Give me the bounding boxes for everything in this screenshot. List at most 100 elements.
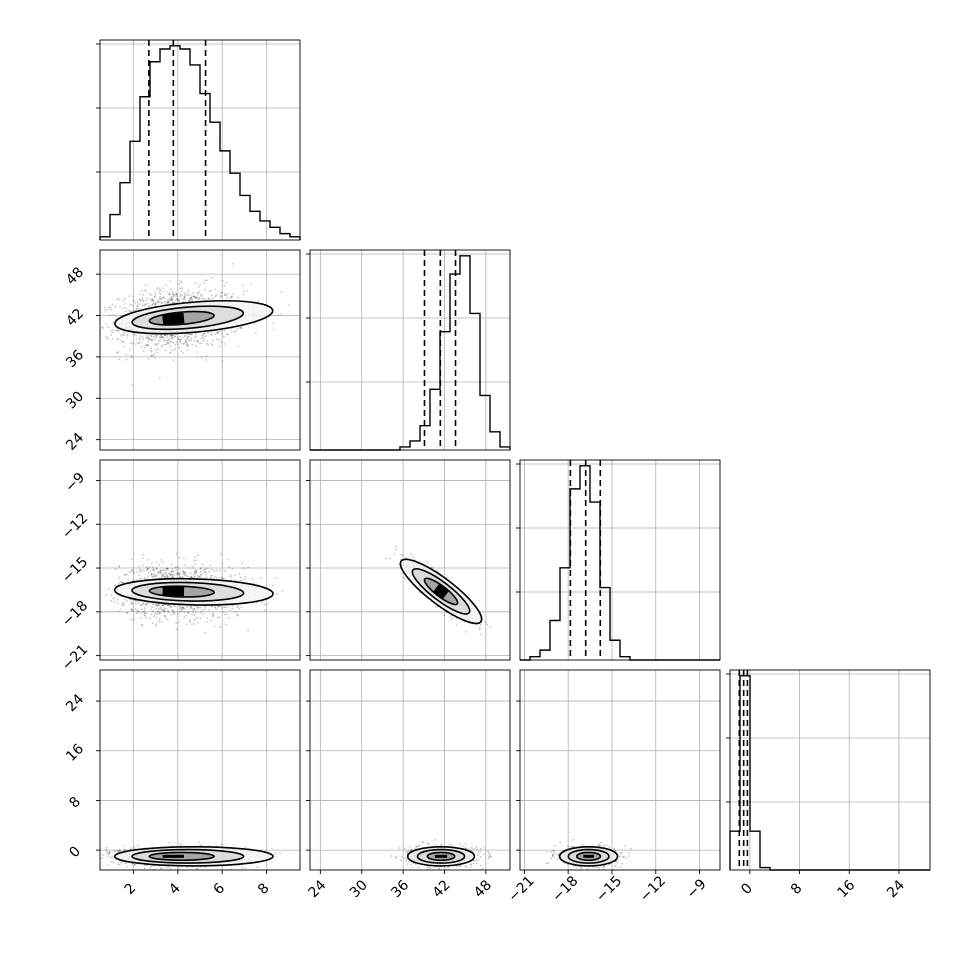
sample-dot [140,624,143,626]
sample-dot [172,609,175,612]
sample-dot [190,333,193,336]
sample-dot [161,569,164,572]
sample-dot [169,280,172,283]
sample-dot [190,297,193,300]
sample-dot [182,606,185,609]
sample-dot [198,606,200,609]
sample-dot [200,844,203,847]
sample-dot [224,578,227,581]
sample-dot [169,574,172,577]
sample-dot [207,298,210,300]
sample-dot [160,345,163,348]
sample-dot [478,626,481,629]
sample-dot [138,568,141,571]
sample-dot [131,602,133,605]
sample-dot [140,289,143,292]
sample-dot [223,611,225,613]
sample-dot [171,297,174,300]
sample-dot [180,341,182,344]
sample-dot [168,334,171,337]
sample-dot [166,339,168,342]
sample-dot [142,299,144,302]
sample-dot [203,332,206,335]
sample-dot [166,341,168,344]
sample-dot [161,297,164,299]
sample-dot [132,609,134,612]
sample-dot [117,863,120,865]
sample-dot [236,606,239,609]
sample-dot [160,559,163,561]
sample-dot [243,290,245,293]
sample-dot [120,860,123,863]
sample-dot [131,569,134,572]
sample-dot [107,587,110,590]
sample-dot [154,337,157,340]
sample-dot [171,570,174,573]
sample-dot [177,621,180,624]
sample-dot [229,609,232,612]
sample-dot [106,336,109,338]
sample-dot [186,337,189,340]
sample-dot [142,294,145,296]
sample-dot [452,616,454,619]
sample-dot [182,571,185,573]
sample-dot [157,604,159,607]
sample-dot [151,303,154,306]
sample-dot [237,345,240,348]
sample-dot [113,314,115,316]
sample-dot [214,606,217,609]
sample-dot [147,571,150,574]
sample-dot [150,574,153,577]
sample-dot [226,297,228,299]
sample-dot [186,342,189,345]
sample-dot [123,333,126,336]
sample-dot [208,297,211,300]
sample-dot [159,569,162,572]
sample-dot [129,303,132,306]
sample-dot [145,336,148,339]
sample-dot [116,351,119,353]
sample-dot [455,624,458,627]
sample-dot [157,342,160,345]
sample-dot [209,564,212,567]
sample-dot [196,292,199,294]
sample-dot [199,617,202,620]
sample-dot [173,604,176,607]
sample-dot [177,299,179,302]
sample-dot [203,298,206,300]
sample-dot [87,582,89,584]
sample-dot [162,604,164,607]
sample-dot [167,300,169,303]
sample-dot [138,338,141,341]
sample-dot [194,609,197,612]
sample-dot [159,335,161,337]
sample-dot [125,611,128,614]
sample-dot [199,568,202,570]
sample-dot [170,606,173,609]
sample-dot [260,601,263,604]
sample-dot [142,553,145,556]
sample-dot [250,283,252,286]
sample-dot [178,573,181,576]
sample-dot [122,333,124,336]
sample-dot [205,355,208,358]
sample-dot [131,304,134,307]
sample-dot [170,299,173,302]
sample-dot [125,865,128,868]
sample-dot [198,297,201,300]
sample-dot [152,575,154,578]
sample-dot [149,867,152,870]
sample-dot [160,570,162,573]
sample-dot [211,276,214,279]
sample-dot [160,572,163,575]
sample-dot [224,294,227,297]
sample-dot [132,569,134,571]
sample-dot [133,309,136,312]
sample-dot [190,575,193,578]
sample-dot [93,613,95,615]
sample-dot [154,334,157,337]
sample-dot [192,609,195,611]
sample-dot [144,344,147,347]
sample-dot [204,571,207,574]
sample-dot [204,568,207,570]
